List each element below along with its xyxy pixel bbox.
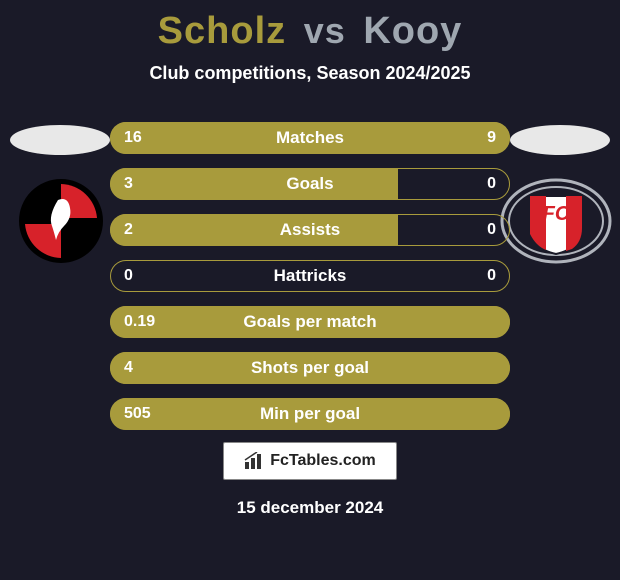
stat-value-right: 0 <box>487 168 496 200</box>
stat-value-left: 16 <box>124 122 142 154</box>
stat-row: Hattricks0 0 <box>110 260 510 292</box>
stat-row: Goals per match0.19 <box>110 306 510 338</box>
stat-value-left: 3 <box>124 168 133 200</box>
stat-value-left: 4 <box>124 352 133 384</box>
stat-row: Goals3 0 <box>110 168 510 200</box>
stat-label: Min per goal <box>110 398 510 430</box>
stat-value-left: 0.19 <box>124 306 155 338</box>
stat-label: Goals per match <box>110 306 510 338</box>
club-badge-right: FC <box>500 178 612 264</box>
stat-value-right: 0 <box>487 260 496 292</box>
fctables-logo: FcTables.com <box>223 442 397 480</box>
player-right-name: Kooy <box>363 10 462 52</box>
stat-row: Shots per goal4 <box>110 352 510 384</box>
comparison-title: Scholz vs Kooy <box>0 0 620 53</box>
player-left-silhouette <box>10 125 110 155</box>
stat-label: Matches <box>110 122 510 154</box>
fctables-logo-text: FcTables.com <box>270 452 376 470</box>
stat-row: Matches16 9 <box>110 122 510 154</box>
stat-label: Shots per goal <box>110 352 510 384</box>
stat-row: Min per goal505 <box>110 398 510 430</box>
stat-value-left: 505 <box>124 398 151 430</box>
stat-row: Assists2 0 <box>110 214 510 246</box>
footer-date: 15 december 2024 <box>0 498 620 518</box>
svg-text:FC: FC <box>543 203 570 225</box>
stat-label: Hattricks <box>110 260 510 292</box>
player-left-name: Scholz <box>158 10 286 52</box>
stat-value-right: 0 <box>487 214 496 246</box>
stat-value-left: 0 <box>124 260 133 292</box>
stat-label: Assists <box>110 214 510 246</box>
stat-value-right: 9 <box>487 122 496 154</box>
player-right-silhouette <box>510 125 610 155</box>
vs-label: vs <box>304 10 346 51</box>
bar-chart-icon <box>244 452 264 470</box>
stat-bars: Matches169Goals30Assists20Hattricks00Goa… <box>110 122 510 444</box>
club-badge-left <box>18 178 104 264</box>
subtitle: Club competitions, Season 2024/2025 <box>0 63 620 84</box>
stat-value-left: 2 <box>124 214 133 246</box>
stat-label: Goals <box>110 168 510 200</box>
